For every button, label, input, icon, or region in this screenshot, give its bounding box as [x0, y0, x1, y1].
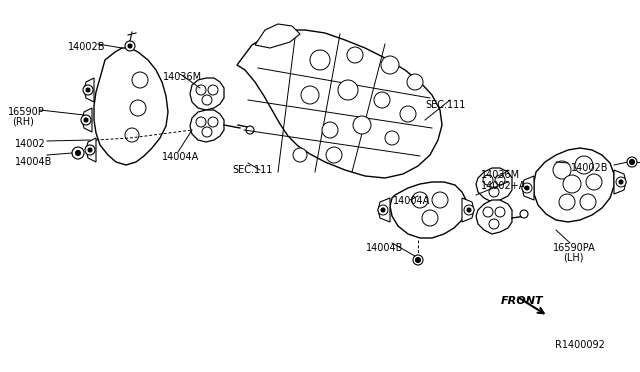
Circle shape — [208, 85, 218, 95]
Circle shape — [196, 85, 206, 95]
Polygon shape — [614, 170, 626, 194]
Circle shape — [580, 194, 596, 210]
Circle shape — [88, 148, 92, 152]
Polygon shape — [86, 138, 96, 162]
Circle shape — [467, 208, 471, 212]
Polygon shape — [378, 198, 390, 222]
Circle shape — [520, 210, 528, 218]
Circle shape — [293, 148, 307, 162]
Circle shape — [338, 80, 358, 100]
Circle shape — [326, 147, 342, 163]
Circle shape — [483, 207, 493, 217]
Circle shape — [616, 177, 626, 187]
Circle shape — [422, 210, 438, 226]
Circle shape — [85, 145, 95, 155]
Circle shape — [301, 86, 319, 104]
Circle shape — [125, 128, 139, 142]
Text: (LH): (LH) — [563, 253, 584, 263]
Polygon shape — [390, 182, 466, 238]
Polygon shape — [476, 168, 512, 202]
Circle shape — [412, 192, 428, 208]
Circle shape — [619, 180, 623, 184]
Circle shape — [202, 95, 212, 105]
Circle shape — [374, 92, 390, 108]
Circle shape — [132, 72, 148, 88]
Circle shape — [464, 205, 474, 215]
Circle shape — [559, 194, 575, 210]
Polygon shape — [476, 200, 512, 234]
Text: FRONT: FRONT — [501, 296, 543, 306]
Polygon shape — [190, 78, 224, 110]
Text: SEC.111: SEC.111 — [425, 100, 465, 110]
Text: 14004A: 14004A — [393, 196, 430, 206]
Polygon shape — [82, 108, 92, 132]
Polygon shape — [190, 110, 224, 142]
Text: (RH): (RH) — [12, 116, 34, 126]
Polygon shape — [94, 48, 168, 165]
Circle shape — [196, 117, 206, 127]
Text: 14002+A: 14002+A — [481, 181, 526, 191]
Circle shape — [353, 116, 371, 134]
Text: 14004A: 14004A — [162, 152, 199, 162]
Text: 14004B: 14004B — [366, 243, 403, 253]
Text: 14002: 14002 — [15, 139, 45, 149]
Circle shape — [627, 157, 637, 167]
Circle shape — [130, 100, 146, 116]
Circle shape — [76, 151, 81, 155]
Circle shape — [495, 175, 505, 185]
Circle shape — [125, 41, 135, 51]
Text: 14004B: 14004B — [15, 157, 52, 167]
Circle shape — [586, 174, 602, 190]
Circle shape — [413, 255, 423, 265]
Text: 14036M: 14036M — [481, 170, 520, 180]
Circle shape — [81, 115, 91, 125]
Text: 14002B: 14002B — [68, 42, 106, 52]
Polygon shape — [84, 78, 94, 102]
Circle shape — [525, 186, 529, 190]
Text: R1400092: R1400092 — [555, 340, 605, 350]
Circle shape — [432, 192, 448, 208]
Circle shape — [84, 118, 88, 122]
Circle shape — [72, 147, 84, 159]
Polygon shape — [462, 198, 474, 222]
Circle shape — [202, 127, 212, 137]
Circle shape — [489, 219, 499, 229]
Circle shape — [385, 131, 399, 145]
Circle shape — [378, 205, 388, 215]
Text: 14036M: 14036M — [163, 72, 202, 82]
Circle shape — [483, 175, 493, 185]
Text: SEC.111: SEC.111 — [232, 165, 273, 175]
Circle shape — [208, 117, 218, 127]
Circle shape — [381, 208, 385, 212]
Circle shape — [563, 175, 581, 193]
Circle shape — [553, 161, 571, 179]
Polygon shape — [534, 148, 614, 222]
Circle shape — [83, 85, 93, 95]
Text: 16590P: 16590P — [8, 107, 45, 117]
Polygon shape — [237, 30, 442, 178]
Polygon shape — [522, 176, 534, 200]
Circle shape — [630, 160, 634, 164]
Circle shape — [407, 74, 423, 90]
Circle shape — [381, 56, 399, 74]
Circle shape — [489, 187, 499, 197]
Circle shape — [575, 156, 593, 174]
Circle shape — [128, 44, 132, 48]
Circle shape — [347, 47, 363, 63]
Text: 16590PA: 16590PA — [553, 243, 596, 253]
Circle shape — [246, 126, 254, 134]
Circle shape — [322, 122, 338, 138]
Circle shape — [86, 88, 90, 92]
Circle shape — [495, 207, 505, 217]
Polygon shape — [255, 24, 300, 48]
Circle shape — [310, 50, 330, 70]
Circle shape — [415, 257, 420, 263]
Circle shape — [522, 183, 532, 193]
Circle shape — [400, 106, 416, 122]
Text: 14002B: 14002B — [571, 163, 609, 173]
